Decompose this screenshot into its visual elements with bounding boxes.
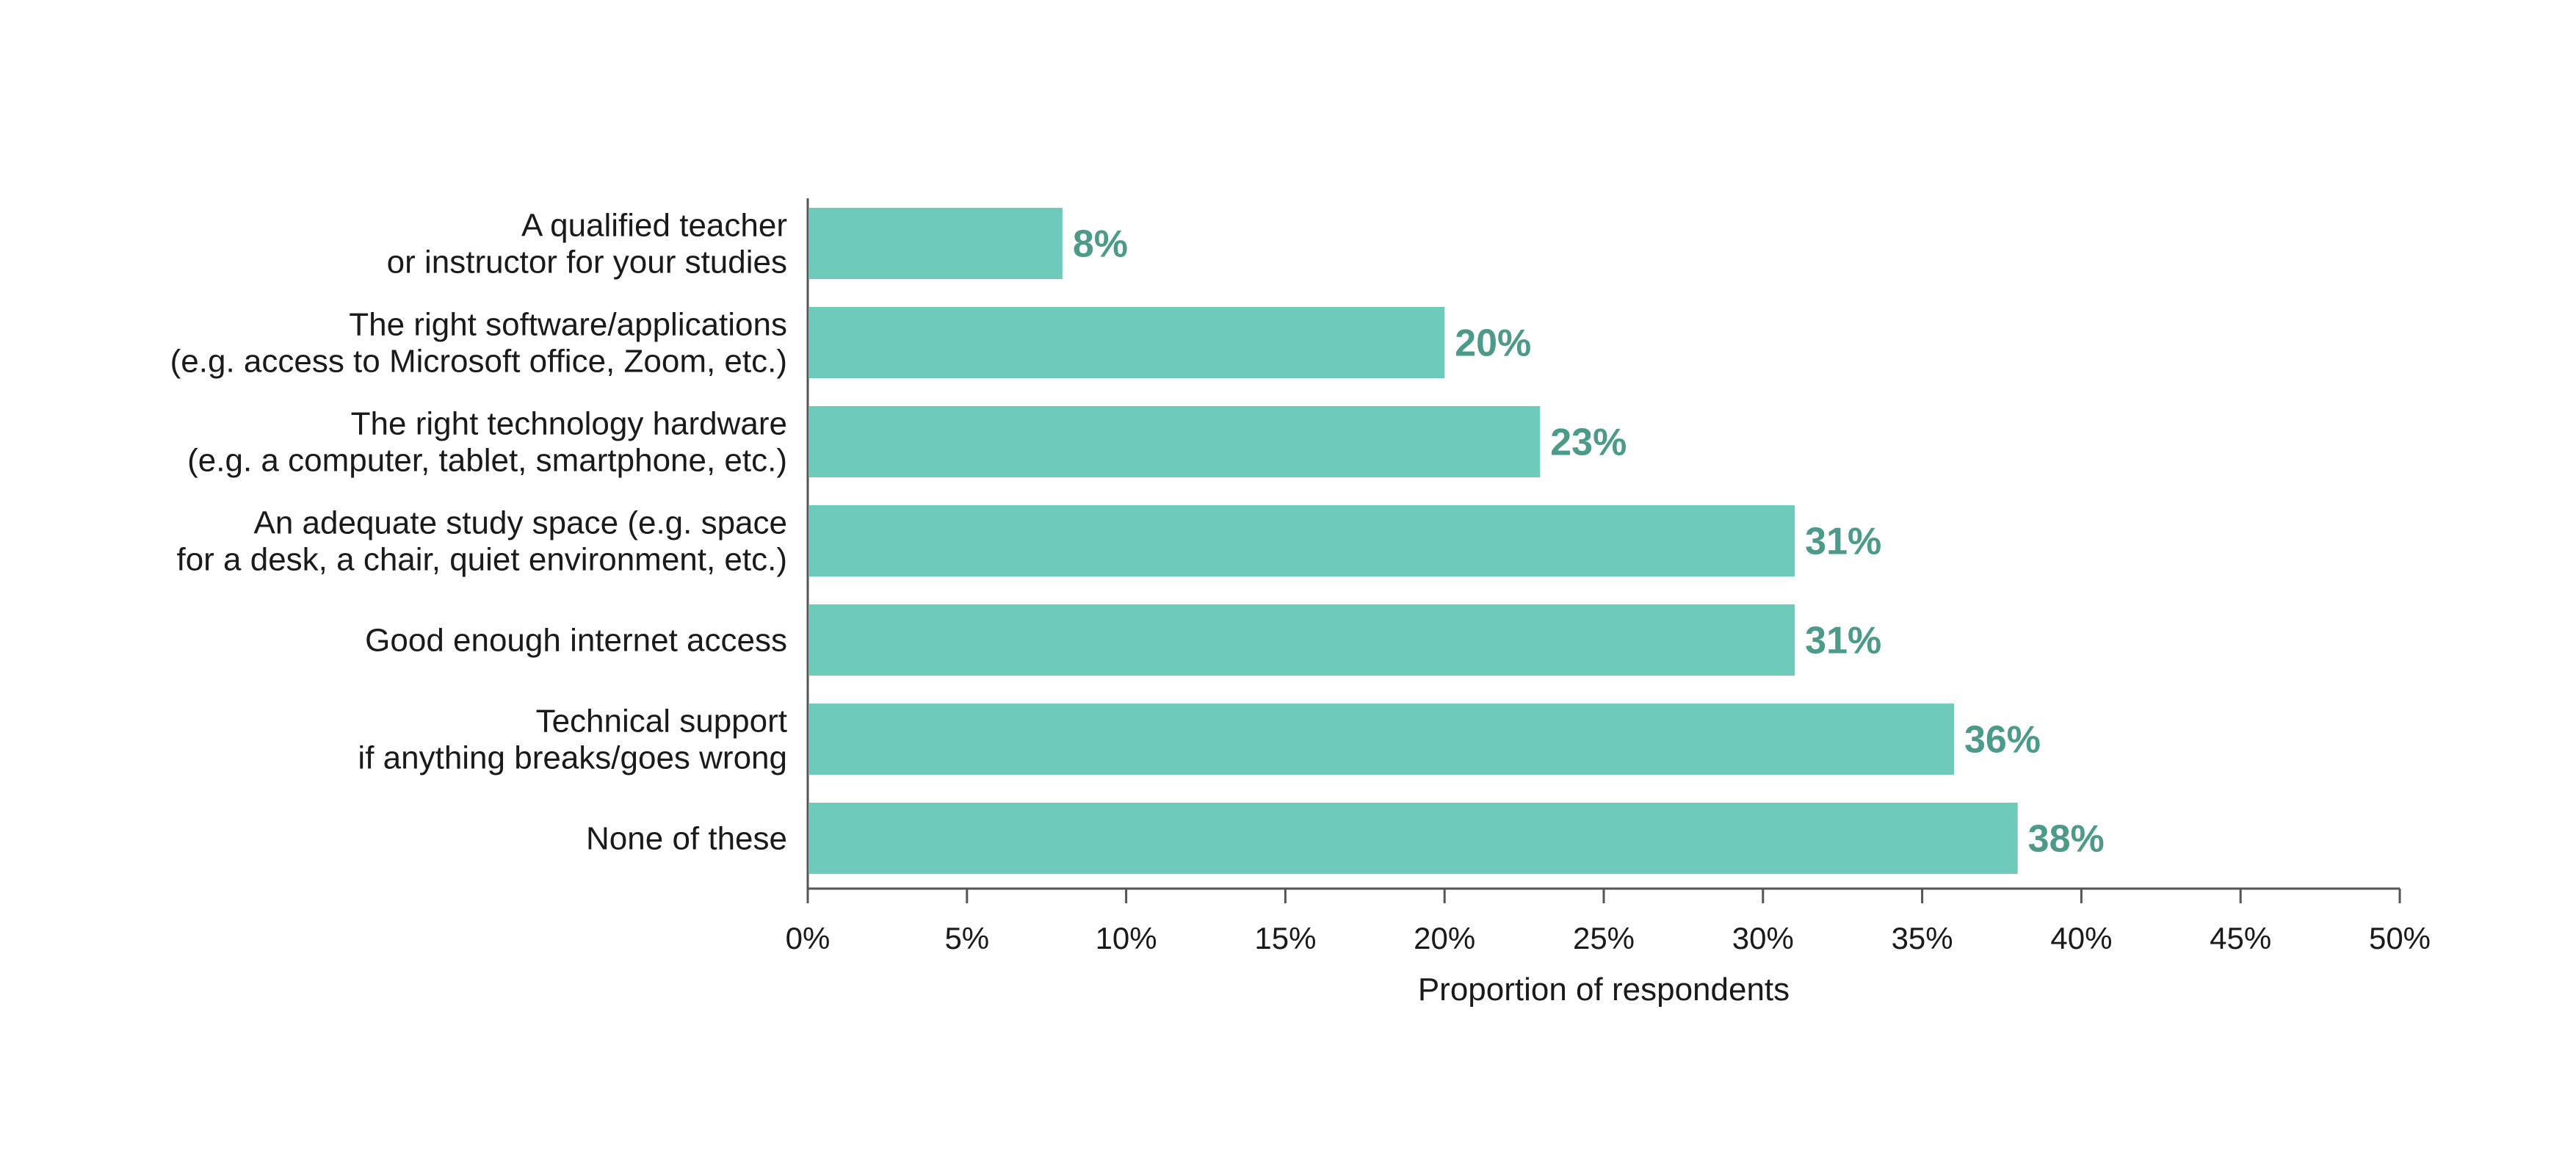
data-label: 8%	[1073, 223, 1128, 266]
data-label: 31%	[1805, 620, 1881, 662]
x-tick-label: 35%	[1892, 921, 1953, 955]
data-label: 20%	[1455, 322, 1531, 365]
category-label: The right software/applications	[349, 307, 787, 343]
category-label: or instructor for your studies	[387, 245, 787, 281]
x-tick-label: 25%	[1573, 921, 1635, 955]
x-axis-title: Proportion of respondents	[1418, 972, 1790, 1008]
x-tick-label: 40%	[2050, 921, 2112, 955]
category-label: Technical support	[536, 704, 787, 740]
bar	[809, 505, 1795, 576]
data-label: 38%	[2028, 818, 2105, 861]
x-tick-label: 30%	[1732, 921, 1794, 955]
category-label: A qualified teacher	[521, 208, 787, 244]
category-label: Good enough internet access	[365, 623, 787, 659]
bar	[809, 307, 1445, 378]
x-tick-label: 5%	[944, 921, 989, 955]
x-tick-label: 0%	[786, 921, 831, 955]
bar	[809, 704, 1954, 775]
category-label: (e.g. access to Microsoft office, Zoom, …	[170, 344, 787, 380]
bar	[809, 208, 1063, 279]
bar	[809, 604, 1795, 676]
category-label: (e.g. a computer, tablet, smartphone, et…	[187, 443, 787, 479]
x-tick-label: 10%	[1096, 921, 1157, 955]
category-label: An adequate study space (e.g. space	[254, 505, 788, 541]
x-tick-label: 45%	[2210, 921, 2271, 955]
bar	[809, 803, 2018, 874]
bar	[809, 406, 1541, 477]
category-label: for a desk, a chair, quiet environment, …	[176, 542, 787, 578]
x-tick-label: 15%	[1254, 921, 1316, 955]
category-label: The right technology hardware	[351, 406, 787, 442]
data-label: 23%	[1550, 422, 1627, 464]
category-label: None of these	[586, 821, 787, 857]
category-label: if anything breaks/goes wrong	[358, 740, 787, 776]
data-label: 36%	[1964, 719, 2041, 762]
data-label: 31%	[1805, 521, 1881, 563]
x-tick-label: 20%	[1414, 921, 1475, 955]
x-tick-label: 50%	[2369, 921, 2431, 955]
